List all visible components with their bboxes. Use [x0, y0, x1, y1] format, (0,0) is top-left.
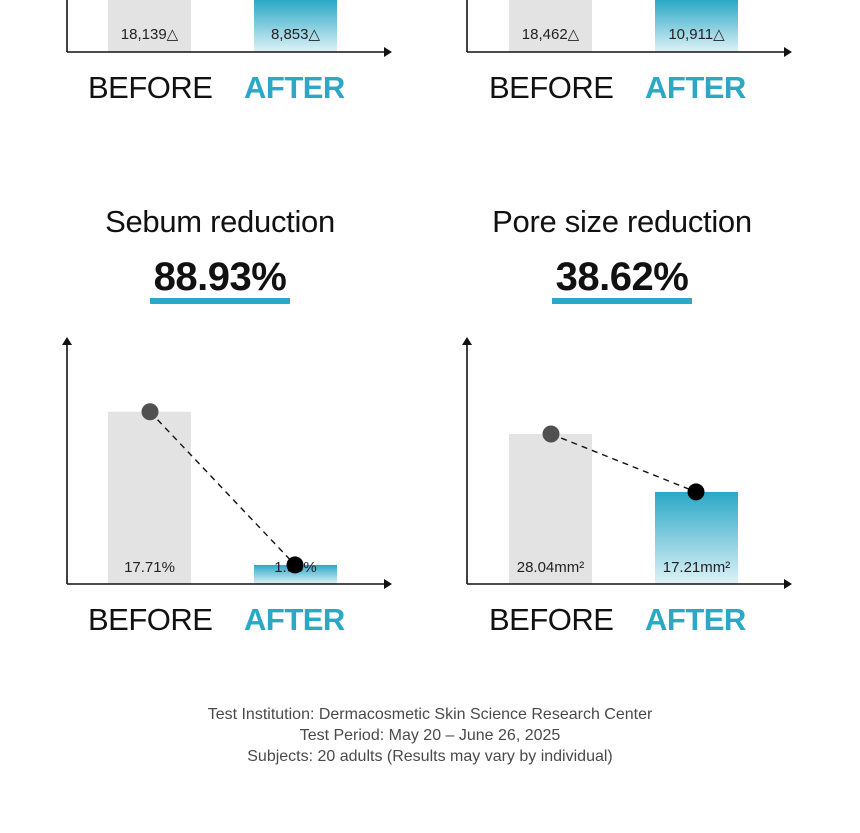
chart-panel-top-right: 18,462△ 10,911△ BEFORE AFTER: [400, 0, 800, 110]
test-footnote: Test Institution: Dermacosmetic Skin Sci…: [0, 704, 860, 767]
bar-before: [108, 0, 191, 52]
chart-sebum: 17.71%1.96%: [62, 337, 392, 589]
before-label: BEFORE: [88, 70, 213, 105]
metric-title: Sebum reduction: [105, 204, 335, 239]
bar-after: [254, 0, 337, 52]
marker-before: [141, 403, 159, 421]
headline-value: 38.62%: [551, 257, 693, 304]
chart-panel-sebum: Sebum reduction 88.93%: [20, 200, 420, 650]
x-axis-arrow: [384, 47, 392, 57]
metric-headline: 38.62%: [422, 255, 822, 304]
bar-before: [509, 433, 592, 584]
bar-value-label-before: 18,462△: [522, 26, 580, 43]
bar-after: [254, 564, 337, 584]
bar-before: [509, 0, 592, 52]
chart-area-pore: 28.04mm² 17.21mm² BEFORE AFTER: [400, 330, 800, 650]
footnote-subjects: Subjects: 20 adults (Results may vary by…: [247, 748, 613, 765]
bar-value-label-before: 18,139△: [121, 26, 179, 43]
x-axis-arrow: [384, 579, 392, 589]
chart-pore: 28.04mm² 17.21mm²: [462, 337, 792, 589]
bar-value-label-after: 17.21mm²: [663, 559, 731, 576]
trend-line: [149, 411, 296, 566]
bar-after: [655, 0, 738, 52]
trend-line: [550, 433, 697, 493]
before-label: BEFORE: [489, 70, 614, 105]
bar-value-label-before: 17.71%: [124, 559, 175, 576]
chart-top-right: 18,462△ 10,911△: [466, 0, 792, 57]
x-axis-arrow: [784, 579, 792, 589]
chart-panel-top-left: 18,139△ 8,853△ BEFORE AFTER: [0, 0, 400, 110]
after-label: AFTER: [645, 70, 746, 105]
footnote-institution: Test Institution: Dermacosmetic Skin Sci…: [207, 706, 653, 723]
y-axis-arrow: [62, 337, 72, 345]
footnote-period: Test Period: May 20 – June 26, 2025: [299, 727, 561, 744]
after-label: AFTER: [244, 70, 345, 105]
metric-headline: 88.93%: [20, 255, 420, 304]
bar-before: [108, 411, 191, 584]
marker-after: [286, 556, 304, 574]
marker-after: [687, 483, 705, 501]
headline-value: 88.93%: [149, 257, 291, 304]
bar-after: [655, 491, 738, 584]
chart-area-sebum: 17.71%1.96% BEFORE AFTER: [0, 330, 400, 650]
chart-panel-pore: Pore size reduction 38.62%: [422, 200, 822, 650]
after-label: AFTER: [244, 602, 345, 637]
x-axis-arrow: [784, 47, 792, 57]
bar-value-label-after: 8,853△: [271, 26, 321, 43]
after-label: AFTER: [645, 602, 746, 637]
metric-title: Pore size reduction: [492, 204, 752, 239]
marker-before: [542, 425, 560, 443]
bar-value-label-after: 10,911△: [668, 26, 725, 43]
chart-top-left: 18,139△ 8,853△: [66, 0, 392, 57]
before-label: BEFORE: [88, 602, 213, 637]
before-label: BEFORE: [489, 602, 614, 637]
bar-value-label-before: 28.04mm²: [517, 559, 585, 576]
y-axis-arrow: [462, 337, 472, 345]
